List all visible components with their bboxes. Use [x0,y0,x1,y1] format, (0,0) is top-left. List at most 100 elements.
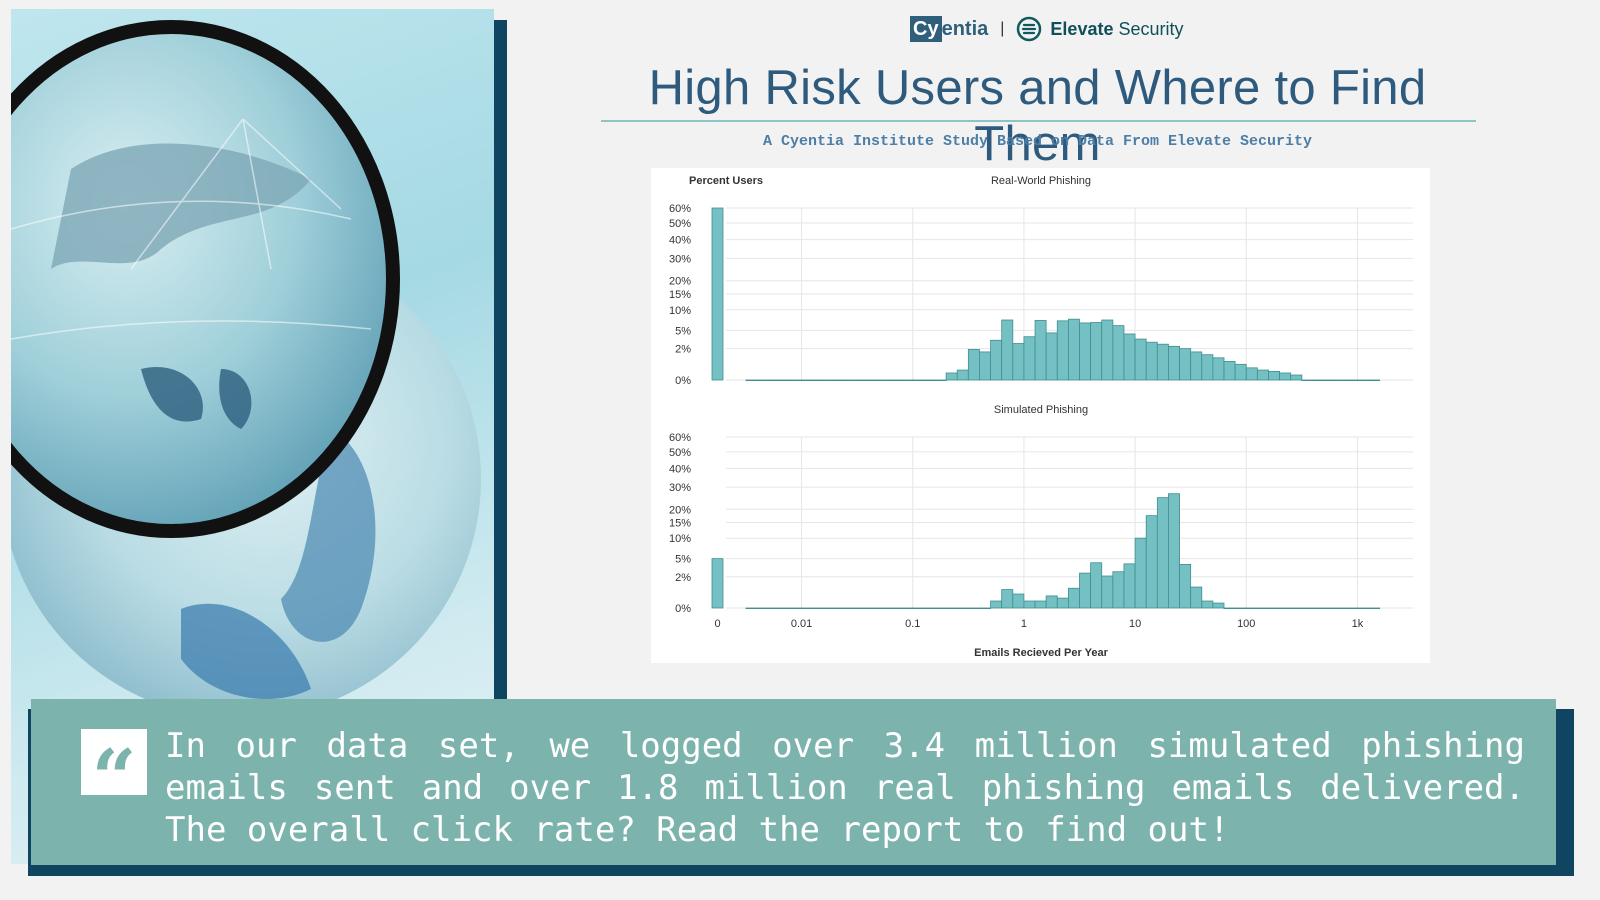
histogram-bar [1201,354,1214,381]
histogram-bar [1212,357,1225,381]
histogram-bar [801,607,814,610]
histogram-bar [845,379,858,382]
histogram-bar [1368,379,1381,382]
histogram-bar [1101,319,1114,381]
logo-separator: | [1000,20,1005,37]
y-axis-title: Percent Users [689,175,763,187]
histogram-bar [912,379,925,382]
x-tick-label: 0.01 [791,618,812,630]
histogram-bar [1090,322,1103,381]
histogram-bar [956,607,969,610]
histogram-bar [890,607,903,610]
histogram-bar [1268,370,1281,381]
histogram-bar [1067,318,1080,381]
histogram-bar [1134,537,1147,609]
histogram-bar [1245,607,1258,610]
histogram-bar [1301,379,1314,382]
x-tick-label: 1k [1352,618,1364,630]
histogram-bar [1056,320,1069,381]
x-tick-label: 0.1 [905,618,920,630]
histogram-bar [1034,600,1047,609]
histogram-bar [967,348,980,381]
panel-title: Simulated Phishing [994,404,1088,416]
histogram-bar [1190,351,1203,381]
histogram-bar [1067,587,1080,609]
y-tick-label: 50% [669,447,691,459]
histogram-bar [1034,320,1047,381]
histogram-bar [923,607,936,610]
y-tick-label: 40% [669,463,691,475]
histogram-bar [979,351,991,381]
histogram-bar [1368,607,1381,610]
y-tick-label: 0% [675,603,691,615]
histogram-bar [934,379,947,382]
histogram-bar [1201,600,1214,609]
x-axis-title: Emails Recieved Per Year [974,647,1108,659]
histogram-bar [956,369,969,381]
histogram-bar [1179,564,1192,609]
histogram-bar [834,607,847,610]
histogram-bar [1312,379,1325,382]
page-subtitle: A Cyentia Institute Study Based on Data … [762,133,1313,150]
histogram-bar [1179,348,1192,381]
histogram-bar [890,379,903,382]
histogram-bar [1234,363,1247,381]
cyentia-logo: Cy entia [910,16,989,42]
quote-mark-icon: “ [81,729,147,795]
histogram-bar [945,372,958,381]
histogram-bar [923,379,936,382]
histogram-bar [1001,589,1014,609]
histogram-bar [845,607,858,610]
histogram-bar [1212,602,1225,609]
histogram-chart: Percent Users Emails Recieved Per Year R… [669,175,1413,659]
x-tick-label: 10 [1129,618,1141,630]
histogram-bar [901,607,914,610]
histogram-bar [1312,607,1325,610]
histogram-chart-card: Percent Users Emails Recieved Per Year R… [651,168,1430,663]
histogram-bar [867,379,880,382]
page-title: High Risk Users and Where to Find Them [648,61,1427,171]
histogram-bar [934,607,947,610]
histogram-bar [1290,607,1303,610]
cyentia-logo-mark: Cy [910,16,942,42]
y-tick-label: 30% [669,482,691,494]
histogram-bar [812,607,825,610]
histogram-bar [1357,607,1369,610]
quote-text: In our data set, we logged over 3.4 mill… [165,726,1525,850]
histogram-bar [878,607,891,610]
histogram-bar [1279,607,1292,610]
histogram-bar [1245,367,1258,381]
histogram-bar [1256,369,1269,381]
histogram-bar [990,339,1003,381]
globe-magnifier-image [11,9,494,864]
histogram-bar [778,379,791,382]
y-tick-label: 10% [669,533,691,545]
histogram-bar [1323,607,1336,610]
histogram-bar [1156,497,1169,609]
histogram-bar [1012,593,1025,609]
elevate-spiral-icon [1017,16,1042,42]
x-tick-label: 0 [714,618,720,630]
y-tick-label: 20% [669,276,691,288]
histogram-bar [1145,515,1158,609]
photo-accent-bar [493,20,507,700]
y-tick-label: 20% [669,504,691,516]
cyentia-logo-text: entia [941,18,989,40]
quote-banner: “ In our data set, we logged over 3.4 mi… [31,699,1556,865]
y-tick-label: 0% [675,375,691,387]
histogram-bar [1279,372,1292,381]
histogram-bar [1268,607,1281,610]
histogram-bar [1123,563,1136,609]
histogram-bar [1090,562,1103,609]
y-tick-label: 2% [675,344,691,356]
histogram-bar [912,607,925,610]
histogram-bar [1190,586,1203,609]
histogram-bar [778,607,791,610]
histogram-bar [1234,607,1247,610]
y-tick-label: 5% [675,554,691,566]
histogram-bar [1345,607,1358,610]
histogram-bar [1168,345,1180,381]
histogram-bar [1256,607,1269,610]
histogram-bar [1012,343,1025,381]
histogram-bar [823,607,836,610]
